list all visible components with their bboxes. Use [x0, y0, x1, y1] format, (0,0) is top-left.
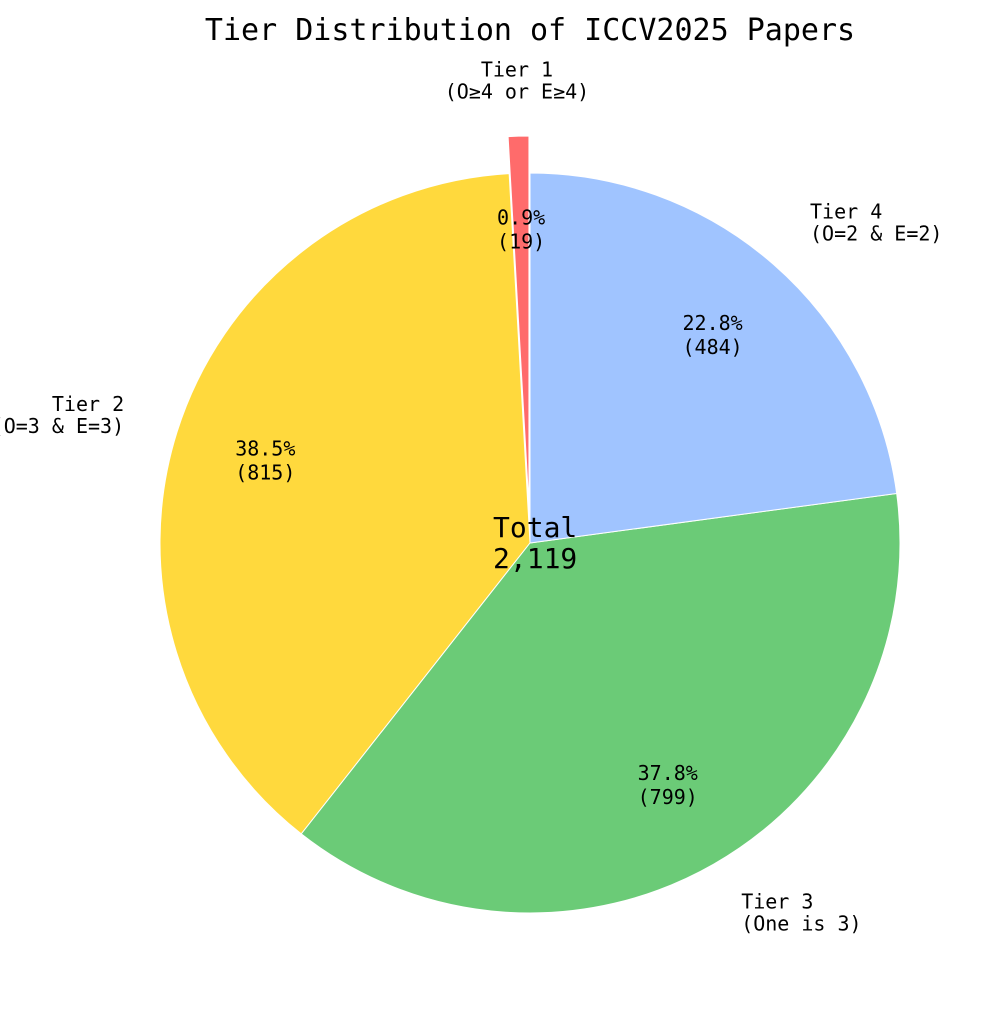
pie-slice-2 [159, 173, 531, 835]
slice-count-label: (815) [235, 461, 295, 485]
pie-labels: 0.9%(19) Tier 1(O≥4 or E≥4) 38.5%(815) Tier… [0, 58, 942, 936]
center-total: Total 2,119 [493, 511, 577, 575]
slice-tier-label: Tier 1 [481, 58, 553, 82]
chart-title: Tier Distribution of ICCV2025 Papers [205, 13, 855, 48]
slice-tier-criteria: (O=2 & E=2) [810, 222, 942, 246]
slice-tier-criteria: (O=3 & E=3) [0, 414, 124, 438]
slice-tier-label: Tier 4 [810, 200, 882, 224]
center-total-label: Total [493, 511, 577, 544]
slice-tier-criteria: (O≥4 or E≥4) [445, 80, 590, 104]
slice-tier-label: Tier 2 [52, 392, 124, 416]
pie-slice-3 [300, 492, 901, 914]
slice-percent-label: 0.9% [497, 206, 545, 230]
pie-slice-1 [507, 135, 530, 507]
slice-count-label: (799) [638, 785, 698, 809]
slice-tier-criteria: (One is 3) [741, 911, 861, 935]
slice-percent-label: 22.8% [683, 311, 743, 335]
pie-slices [159, 135, 901, 914]
pie-slice-4 [529, 172, 898, 544]
slice-tier-label: Tier 3 [741, 889, 813, 913]
center-total-value: 2,119 [493, 542, 577, 575]
slice-count-label: (19) [497, 230, 545, 254]
slice-percent-label: 38.5% [235, 437, 295, 461]
slice-count-label: (484) [683, 335, 743, 359]
slice-percent-label: 37.8% [638, 761, 698, 785]
